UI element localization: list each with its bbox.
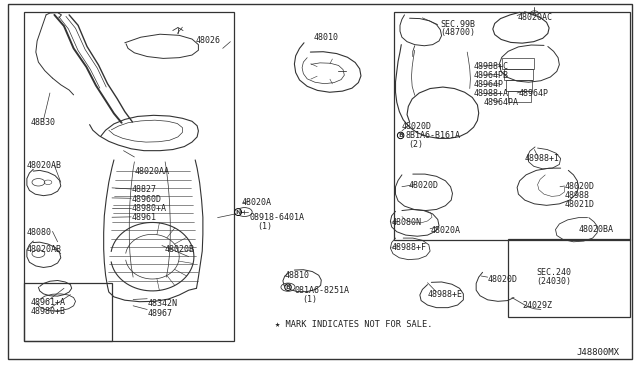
Text: SEC.240: SEC.240 [536,268,572,277]
Text: 24029Z: 24029Z [522,301,552,310]
Text: 48020AB: 48020AB [27,161,62,170]
Text: ★ MARK INDICATES NOT FOR SALE.: ★ MARK INDICATES NOT FOR SALE. [275,320,433,329]
Text: 48988+A: 48988+A [474,89,509,98]
Text: 48961: 48961 [131,213,156,222]
Text: 48020BA: 48020BA [579,225,614,234]
Text: 48342N: 48342N [147,299,177,308]
Text: 8B1A6-B161A: 8B1A6-B161A [405,131,460,140]
Bar [24,12,234,341]
Text: SEC.99B: SEC.99B [440,20,476,29]
Text: 48021D: 48021D [564,200,595,209]
Text: N: N [236,209,241,215]
Text: 48810: 48810 [285,271,310,280]
Text: B: B [398,133,403,138]
Text: 48988+E: 48988+E [428,290,463,299]
Text: 48020D: 48020D [564,182,595,191]
Text: J48800MX: J48800MX [576,348,619,357]
Text: 48988+F: 48988+F [392,243,427,252]
Bar [24,283,112,341]
Text: 48026: 48026 [195,36,220,45]
Text: 48964P: 48964P [474,80,504,89]
Bar [508,91,531,102]
Text: 48961+A: 48961+A [31,298,66,307]
Text: 48010: 48010 [314,33,339,42]
Text: 48980+B: 48980+B [31,307,66,316]
Bar [506,80,532,91]
Text: 48020AA: 48020AA [134,167,170,176]
Text: 48020B: 48020B [164,245,195,254]
Text: 48080N: 48080N [392,218,422,227]
Bar [394,12,630,240]
Text: 48964PB: 48964PB [474,71,509,80]
Text: 48988: 48988 [564,191,589,200]
Bar [502,58,534,69]
Text: 08918-6401A: 08918-6401A [250,213,305,222]
Text: B: B [285,285,291,290]
Text: (1): (1) [302,295,317,304]
Text: 081A6-8251A: 081A6-8251A [294,286,349,295]
Text: 48988+I: 48988+I [525,154,560,163]
Text: 48020D: 48020D [488,275,518,284]
Text: 48964PA: 48964PA [484,98,519,107]
Text: (2): (2) [408,140,423,149]
Text: 48967: 48967 [147,309,172,318]
Text: 48B30: 48B30 [30,118,55,127]
Text: 48020AC: 48020AC [517,13,552,22]
Text: 48964P: 48964P [518,89,548,98]
Text: 48988+C: 48988+C [474,62,509,71]
Bar [508,239,630,317]
Text: 48020A: 48020A [430,226,460,235]
Text: 48020D: 48020D [401,122,431,131]
Text: 48020AB: 48020AB [27,245,62,254]
Text: 48080: 48080 [27,228,52,237]
Text: (24030): (24030) [536,277,572,286]
Text: B: B [285,285,291,290]
Bar [504,69,533,80]
Text: (1): (1) [257,222,272,231]
Text: 48960D: 48960D [131,195,161,203]
Text: 48020D: 48020D [408,181,438,190]
Text: (48700): (48700) [440,28,476,37]
Text: 48020A: 48020A [242,198,272,207]
Text: 48827: 48827 [131,185,156,194]
Text: 48980+A: 48980+A [131,204,166,213]
